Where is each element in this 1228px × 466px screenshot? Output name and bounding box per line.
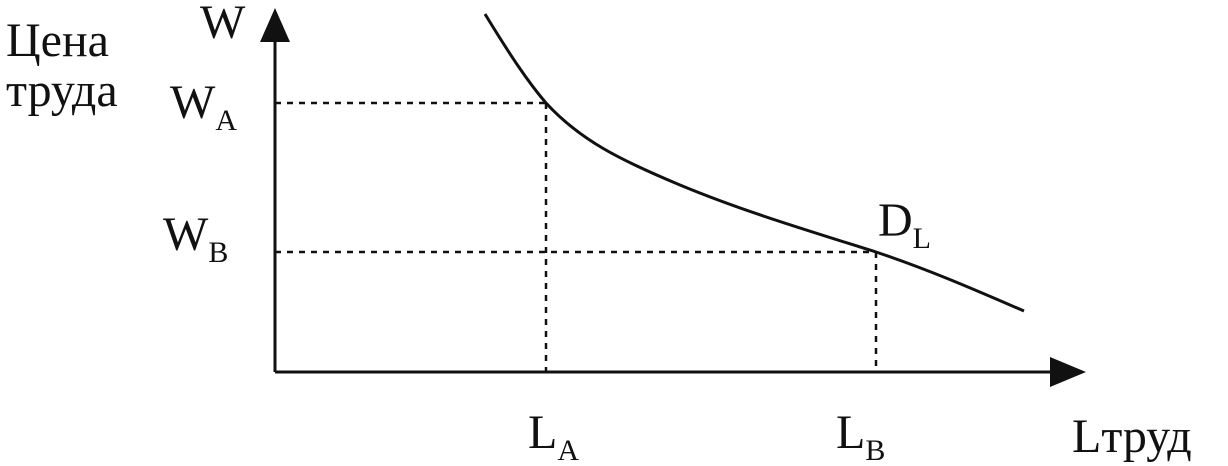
wa-label: WA [170, 76, 237, 137]
lb-label-sub: B [865, 434, 885, 466]
demand-curve [483, 13, 1025, 313]
wb-label-sub: B [208, 236, 228, 269]
la-label-sub: A [557, 434, 579, 466]
lb-label-main: L [836, 406, 865, 459]
y-axis-arrow [260, 8, 290, 42]
wa-label-sub: A [215, 104, 237, 137]
wa-label-main: W [170, 76, 216, 129]
la-label-main: L [528, 406, 557, 459]
x-axis-arrow [1050, 357, 1086, 387]
demand-curve-label-main: D [878, 194, 913, 247]
x-axis-symbol: Lтруд [1072, 410, 1192, 463]
la-label: LA [528, 406, 579, 466]
y-axis-title-line1: Цена [6, 14, 109, 67]
demand-curve-label-sub: L [913, 222, 931, 255]
wb-label: WB [163, 208, 228, 269]
y-axis-title-line2: труда [6, 64, 118, 117]
y-axis-symbol: W [200, 0, 246, 49]
lb-label: LB [836, 406, 885, 466]
demand-curve-label: DL [878, 194, 931, 255]
wb-label-main: W [163, 208, 209, 261]
